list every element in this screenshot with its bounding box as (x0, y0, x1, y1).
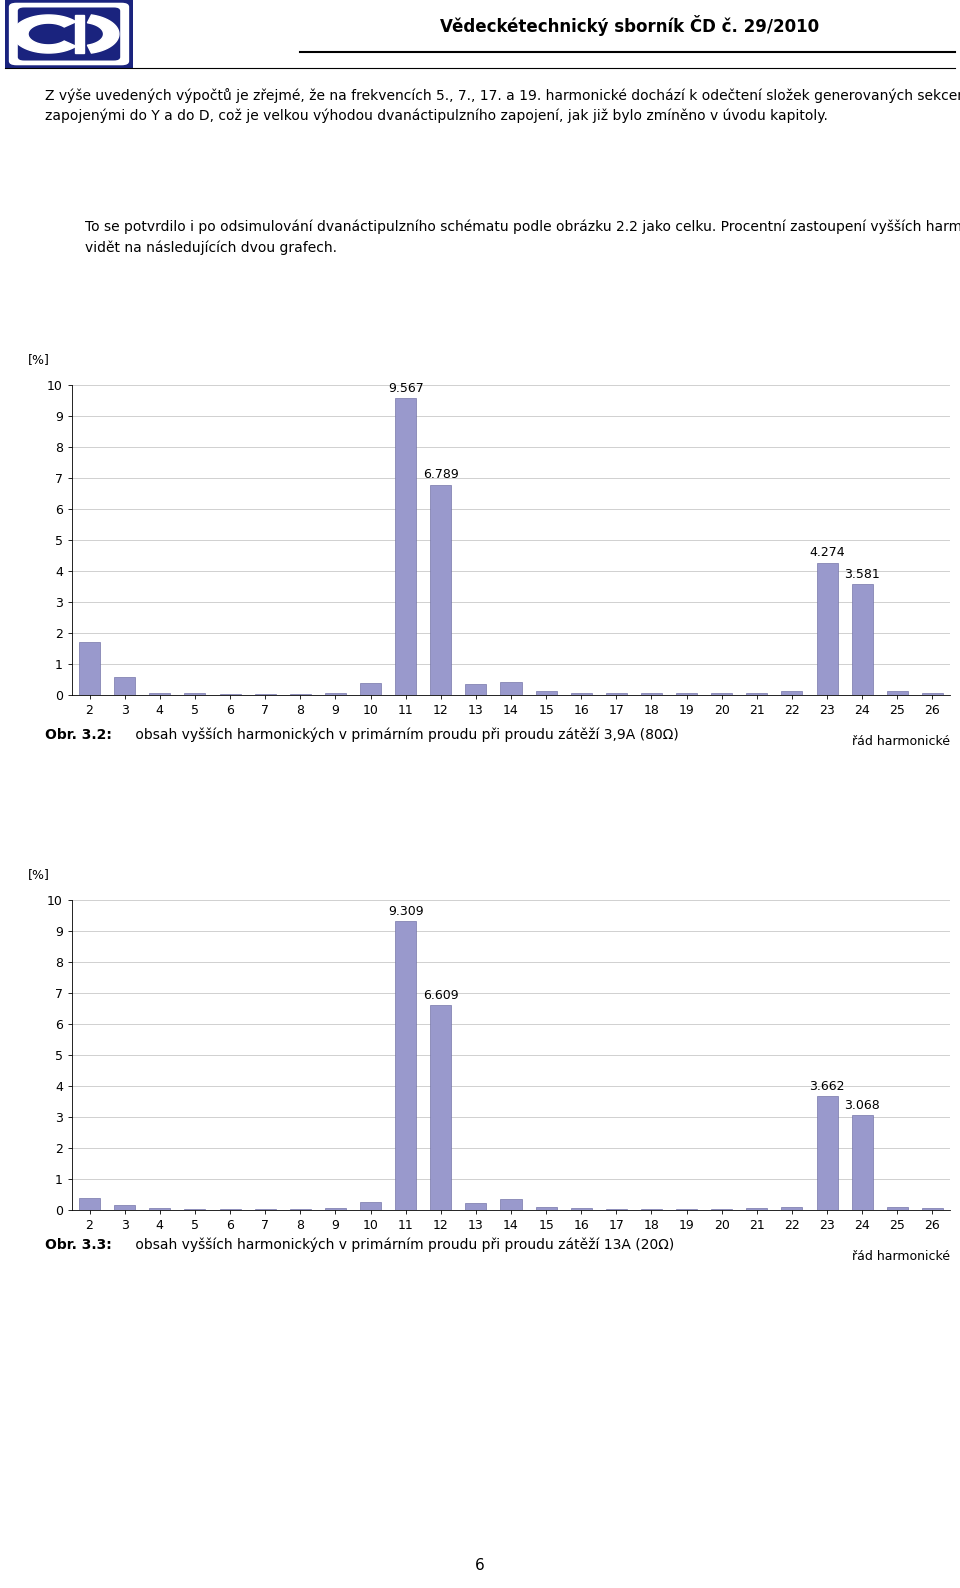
Text: 6.609: 6.609 (423, 989, 459, 1002)
Bar (396, 921, 417, 1210)
Bar (79, 642, 100, 696)
Bar (500, 1199, 521, 1210)
Text: 9.309: 9.309 (388, 905, 423, 918)
Text: obsah vyšších harmonických v primárním proudu při proudu zátěží 3,9A (80Ω): obsah vyšších harmonických v primárním p… (131, 727, 679, 743)
Bar (781, 1207, 803, 1210)
FancyBboxPatch shape (0, 0, 139, 71)
Bar (922, 692, 943, 696)
Bar (852, 1115, 873, 1210)
Polygon shape (87, 14, 119, 52)
Text: [%]: [%] (28, 354, 50, 367)
Text: Obr. 3.2:: Obr. 3.2: (45, 727, 112, 742)
Bar (360, 683, 381, 696)
Text: 3.581: 3.581 (845, 569, 880, 581)
Bar (149, 1208, 170, 1210)
Bar (887, 1207, 908, 1210)
Text: To se potvrdilo i po odsimulování dvanáctipulzního schématu podle obrázku 2.2 ja: To se potvrdilo i po odsimulování dvanác… (85, 221, 960, 254)
Text: 6.789: 6.789 (423, 468, 459, 481)
Bar (149, 692, 170, 696)
Bar (114, 676, 135, 696)
Text: Vědeckétechnický sborník ČD č. 29/2010: Vědeckétechnický sborník ČD č. 29/2010 (441, 14, 820, 37)
Polygon shape (76, 14, 84, 52)
Text: řád harmonické: řád harmonické (852, 735, 950, 748)
Bar (536, 691, 557, 696)
Bar (430, 1005, 451, 1210)
Text: Z výše uvedených výpočtů je zřejmé, že na frekvencích 5., 7., 17. a 19. harmonic: Z výše uvedených výpočtů je zřejmé, že n… (45, 87, 960, 124)
Text: 9.567: 9.567 (388, 383, 423, 395)
Text: 3.068: 3.068 (845, 1099, 880, 1112)
Bar (324, 1208, 346, 1210)
Bar (887, 691, 908, 696)
Bar (79, 1199, 100, 1210)
Bar (114, 1205, 135, 1210)
Bar (570, 692, 591, 696)
Bar (817, 562, 838, 696)
Text: 4.274: 4.274 (809, 546, 845, 559)
Text: [%]: [%] (28, 869, 50, 881)
Text: Obr. 3.3:: Obr. 3.3: (45, 1239, 111, 1251)
Bar (324, 692, 346, 696)
FancyBboxPatch shape (9, 3, 130, 65)
Bar (746, 1208, 767, 1210)
Bar (466, 1204, 487, 1210)
Bar (922, 1208, 943, 1210)
Text: 3.662: 3.662 (809, 1080, 845, 1094)
Text: obsah vyšších harmonických v primárním proudu při proudu zátěží 13A (20Ω): obsah vyšších harmonických v primárním p… (131, 1239, 674, 1253)
Text: 6: 6 (475, 1558, 485, 1572)
Bar (746, 692, 767, 696)
Bar (430, 484, 451, 696)
FancyBboxPatch shape (18, 8, 120, 60)
Bar (396, 399, 417, 696)
Bar (536, 1207, 557, 1210)
Text: řád harmonické: řád harmonické (852, 1250, 950, 1264)
Bar (500, 681, 521, 696)
Bar (852, 584, 873, 696)
Bar (781, 691, 803, 696)
Polygon shape (12, 14, 76, 52)
Bar (466, 684, 487, 696)
Bar (817, 1096, 838, 1210)
Bar (360, 1202, 381, 1210)
